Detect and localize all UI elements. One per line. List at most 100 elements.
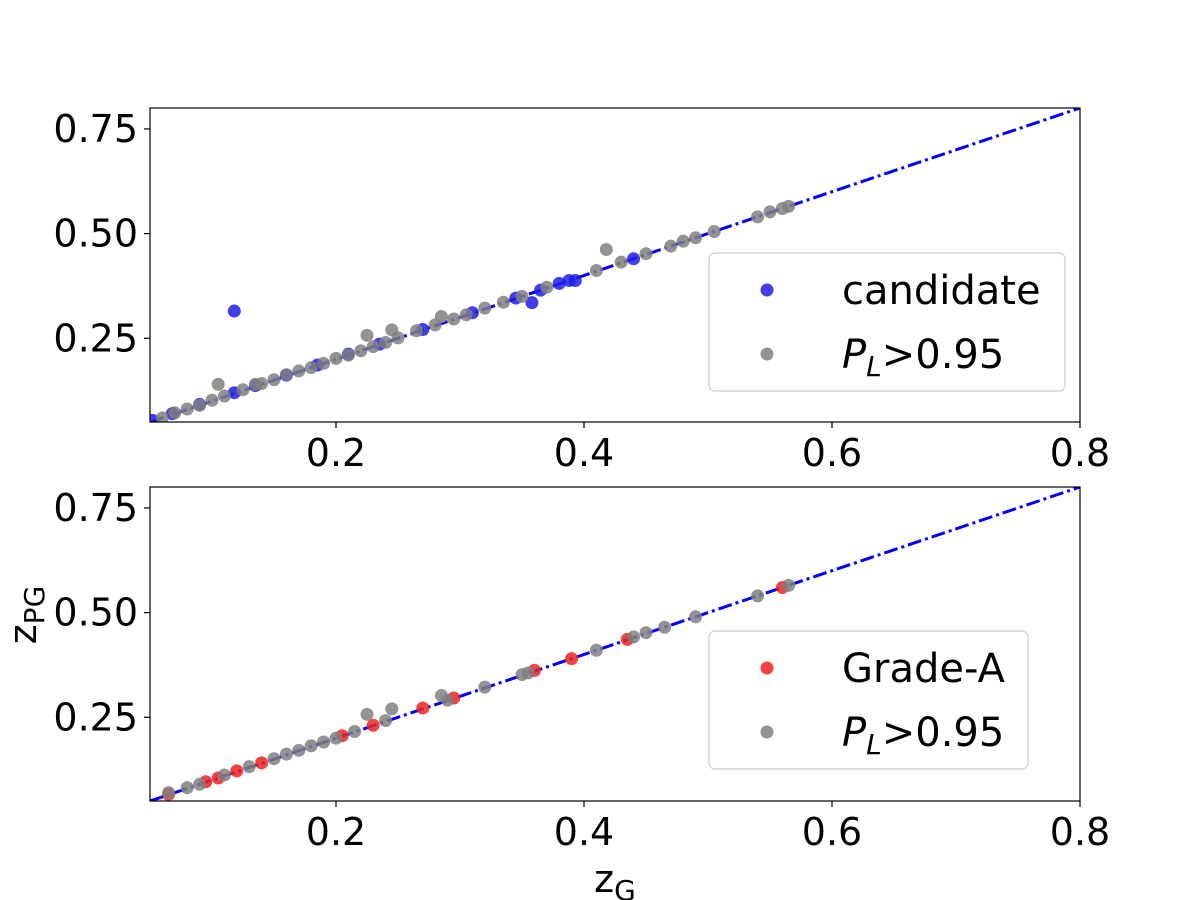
data-point (304, 361, 318, 375)
data-point (525, 296, 539, 310)
data-point (751, 210, 765, 224)
x-tick-label: 0.8 (1050, 810, 1110, 854)
data-point (751, 589, 765, 603)
data-point (193, 398, 207, 412)
y-tick-label: 0.50 (53, 212, 138, 256)
data-point (317, 735, 331, 749)
x-tick-label: 0.6 (802, 431, 862, 475)
y-tick-label: 0.75 (53, 486, 138, 530)
data-point (515, 289, 529, 303)
data-point (782, 578, 796, 592)
data-point (366, 718, 380, 732)
data-point (205, 393, 219, 407)
data-point (478, 301, 492, 315)
legend-label: candidate (842, 268, 1041, 314)
data-point (614, 255, 628, 269)
data-point (242, 760, 256, 774)
x-tick-label: 0.8 (1050, 431, 1110, 475)
legend-box (708, 630, 1029, 770)
data-point (360, 707, 374, 721)
data-point (227, 304, 241, 318)
data-point (639, 626, 653, 640)
data-point (391, 331, 405, 345)
data-point (521, 666, 535, 680)
axes-frame (149, 486, 1081, 802)
data-point (155, 411, 169, 422)
x-tick-label: 0.4 (554, 810, 614, 854)
data-point (230, 764, 244, 778)
y-tick-label: 0.75 (53, 107, 138, 151)
panel-1: 0.2 0.4 0.6 0.8 0.25 0.50 0.75 candidate PL>0.95 (53, 107, 1110, 475)
x-tick-label: 0.2 (306, 810, 366, 854)
plot-area (150, 108, 1080, 422)
legend: Grade-A PL>0.95 (708, 630, 1029, 770)
data-point (689, 231, 703, 245)
x-tick-label: 0.2 (306, 431, 366, 475)
data-point (267, 373, 281, 387)
data-point (236, 383, 250, 397)
legend-label: PL>0.95 (842, 710, 1004, 761)
data-point (627, 252, 641, 266)
legend-box (708, 252, 1066, 392)
data-point (193, 777, 207, 791)
data-point (441, 693, 455, 707)
data-point (341, 348, 355, 362)
data-point (255, 756, 269, 770)
data-point (255, 376, 269, 390)
data-point (279, 747, 293, 761)
data-point (304, 739, 318, 753)
data-point (385, 702, 399, 716)
data-point (763, 205, 777, 219)
data-point (329, 351, 343, 365)
data-point (540, 280, 554, 294)
data-point (552, 276, 566, 290)
data-point (459, 308, 473, 322)
data-point (180, 402, 194, 416)
data-point (292, 743, 306, 757)
x-tick-label: 0.4 (554, 431, 614, 475)
data-point (589, 643, 603, 657)
y-tick-label: 0.25 (53, 316, 138, 360)
data-point (599, 243, 613, 257)
data-point (707, 225, 721, 239)
data-point (589, 263, 603, 277)
series-2 (155, 199, 796, 422)
data-point (478, 680, 492, 694)
panel-2: 0.2 0.4 0.6 0.8 0.25 0.50 0.75 Grade-A PL>0.95 (53, 486, 1110, 854)
y-axis-label: zPG (1, 586, 51, 645)
data-point (496, 295, 510, 309)
data-point (348, 725, 362, 739)
series-2 (162, 578, 796, 800)
data-point (689, 610, 703, 624)
legend: candidate PL>0.95 (708, 252, 1066, 392)
legend-marker (760, 283, 774, 297)
data-point (217, 389, 231, 403)
data-point (434, 309, 448, 323)
data-point (410, 324, 424, 338)
data-point (447, 312, 461, 326)
legend-marker (760, 661, 774, 675)
legend-label: PL>0.95 (842, 332, 1004, 383)
legend-marker (760, 347, 774, 361)
data-point (664, 239, 678, 253)
x-axis-label: zG (594, 857, 636, 900)
data-point (317, 356, 331, 370)
data-point (162, 786, 176, 800)
data-point (565, 652, 579, 666)
data-point (267, 752, 281, 766)
legend-label: Grade-A (842, 646, 1006, 692)
data-point (676, 234, 690, 248)
x-tick-label: 0.6 (802, 810, 862, 854)
data-point (279, 368, 293, 382)
data-point (168, 406, 182, 420)
data-point (658, 620, 672, 634)
data-point (329, 731, 343, 745)
legend-marker (760, 725, 774, 739)
data-point (366, 340, 380, 354)
y-tick-label: 0.50 (53, 591, 138, 635)
y-tick-label: 0.25 (53, 695, 138, 739)
data-point (379, 335, 393, 349)
data-point (639, 247, 653, 261)
data-point (217, 768, 231, 782)
plot-area (150, 487, 1080, 801)
